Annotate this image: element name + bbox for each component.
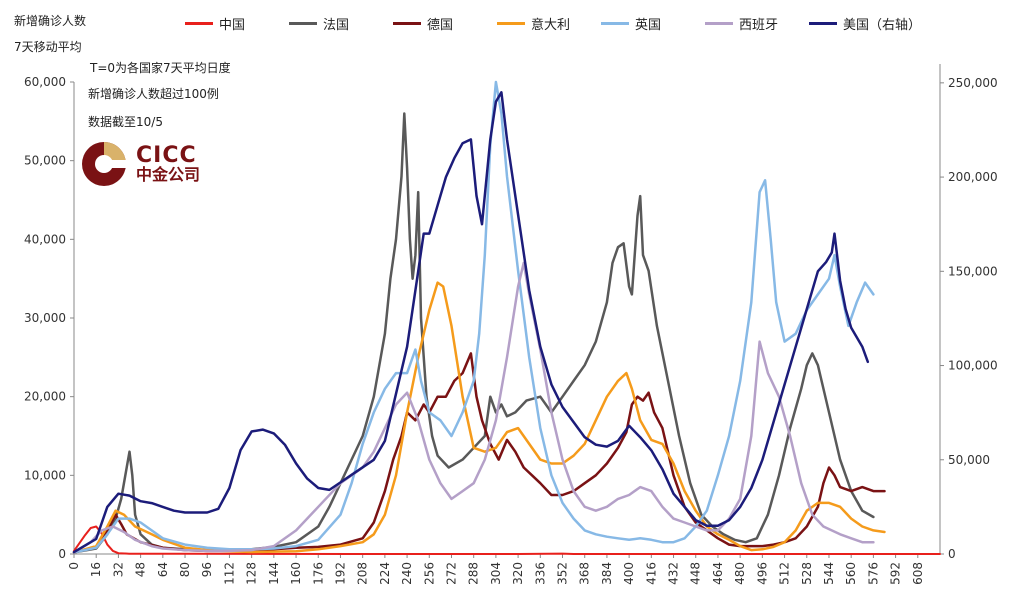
- legend-label: 西班牙: [739, 18, 779, 33]
- x-tick-label: 288: [467, 562, 481, 585]
- y-left-tick-label: 40,000: [24, 232, 66, 246]
- note-1: T=0为各国家7天平均日度: [90, 61, 231, 75]
- legend-swatch: [601, 22, 629, 25]
- y-right-tick-label: 50,000: [948, 453, 990, 467]
- x-tick-label: 576: [866, 562, 880, 585]
- series-line-5: [72, 261, 875, 554]
- legend-label: 法国: [323, 18, 350, 33]
- tick-layer: 0 10,000 20,000 30,000 40,000 50,000 60,000 0 50…: [24, 75, 998, 585]
- x-tick-label: 352: [556, 562, 570, 585]
- x-tick-label: 480: [733, 562, 747, 585]
- y-left-tick-label: 0: [58, 547, 66, 561]
- legend-swatch: [289, 22, 317, 25]
- logo-text-cn: 中金公司: [136, 165, 201, 185]
- legend-item: 美国（右轴）: [809, 14, 949, 33]
- legend-label: 英国: [635, 18, 662, 33]
- x-tick-label: 128: [245, 562, 259, 585]
- x-tick-label: 448: [689, 562, 703, 585]
- legend-item: 意大利: [497, 14, 601, 33]
- x-tick-label: 160: [289, 562, 303, 585]
- series-line-4: [72, 80, 875, 554]
- x-tick-label: 16: [89, 562, 103, 577]
- logo-text-en: CICC: [136, 143, 197, 169]
- y-left-tick-label: 50,000: [24, 154, 66, 168]
- chart-title: 新增确诊人数: [14, 14, 87, 28]
- x-tick-label: 96: [200, 562, 214, 577]
- legend-label: 德国: [427, 18, 454, 33]
- x-tick-label: 64: [156, 562, 170, 577]
- y-right-tick-label: 200,000: [948, 170, 998, 184]
- series-line-0: [73, 525, 941, 555]
- x-tick-label: 368: [578, 562, 592, 585]
- legend-item: 西班牙: [705, 14, 809, 33]
- legend-swatch: [393, 22, 421, 25]
- y-right-tick-label: 250,000: [948, 76, 998, 90]
- note-3: 数据截至10/5: [88, 115, 163, 129]
- y-right-tick-label: 100,000: [948, 359, 998, 373]
- y-left-tick-label: 20,000: [24, 390, 66, 404]
- cicc-logo-icon: [82, 142, 126, 186]
- legend-item: 英国: [601, 14, 705, 33]
- x-tick-label: 400: [622, 562, 636, 585]
- x-tick-label: 544: [822, 562, 836, 585]
- chart-legend: 中国 法国 德国 意大利 英国 西班牙 美国（右轴）: [185, 14, 949, 33]
- x-tick-label: 272: [444, 562, 458, 585]
- y-left-tick-label: 30,000: [24, 311, 66, 325]
- x-tick-label: 432: [667, 562, 681, 585]
- y-left-tick-label: 60,000: [24, 75, 66, 89]
- y-right-tick-label: 150,000: [948, 264, 998, 278]
- x-tick-label: 560: [844, 562, 858, 585]
- x-tick-label: 320: [511, 562, 525, 585]
- legend-swatch: [497, 22, 525, 25]
- x-tick-label: 304: [489, 562, 503, 585]
- x-tick-label: 384: [600, 562, 614, 585]
- x-tick-label: 464: [711, 562, 725, 585]
- x-tick-label: 144: [267, 562, 281, 585]
- x-tick-label: 0: [67, 562, 81, 570]
- y-right-tick-label: 0: [948, 547, 956, 561]
- series-line-6: [72, 91, 870, 554]
- note-2: 新增确诊人数超过100例: [88, 87, 219, 101]
- cicc-logo: CICC 中金公司: [80, 140, 200, 188]
- legend-swatch: [809, 22, 837, 25]
- legend-item: 德国: [393, 14, 497, 33]
- x-tick-label: 592: [889, 562, 903, 585]
- x-tick-label: 240: [400, 562, 414, 585]
- x-tick-label: 416: [644, 562, 658, 585]
- x-tick-label: 48: [134, 562, 148, 577]
- x-tick-label: 176: [311, 562, 325, 585]
- legend-label: 中国: [219, 18, 246, 33]
- x-tick-label: 608: [911, 562, 925, 585]
- legend-item: 法国: [289, 14, 393, 33]
- legend-item: 中国: [185, 14, 289, 33]
- x-tick-label: 192: [333, 562, 347, 585]
- x-tick-label: 208: [356, 562, 370, 585]
- x-tick-label: 224: [378, 562, 392, 585]
- x-tick-label: 112: [222, 562, 236, 585]
- x-tick-label: 528: [800, 562, 814, 585]
- x-tick-label: 512: [778, 562, 792, 585]
- legend-label: 意大利: [531, 18, 571, 33]
- x-tick-label: 496: [755, 562, 769, 585]
- legend-label: 美国（右轴）: [843, 18, 922, 33]
- x-tick-label: 32: [111, 562, 125, 577]
- series-layer: [72, 80, 941, 555]
- chart-subtitle: 7天移动平均: [14, 40, 82, 54]
- y-left-tick-label: 10,000: [24, 468, 66, 482]
- x-tick-label: 80: [178, 562, 192, 577]
- legend-swatch: [185, 22, 213, 25]
- series-line-3: [72, 281, 886, 554]
- x-tick-label: 256: [422, 562, 436, 585]
- x-tick-label: 336: [533, 562, 547, 585]
- legend-swatch: [705, 22, 733, 25]
